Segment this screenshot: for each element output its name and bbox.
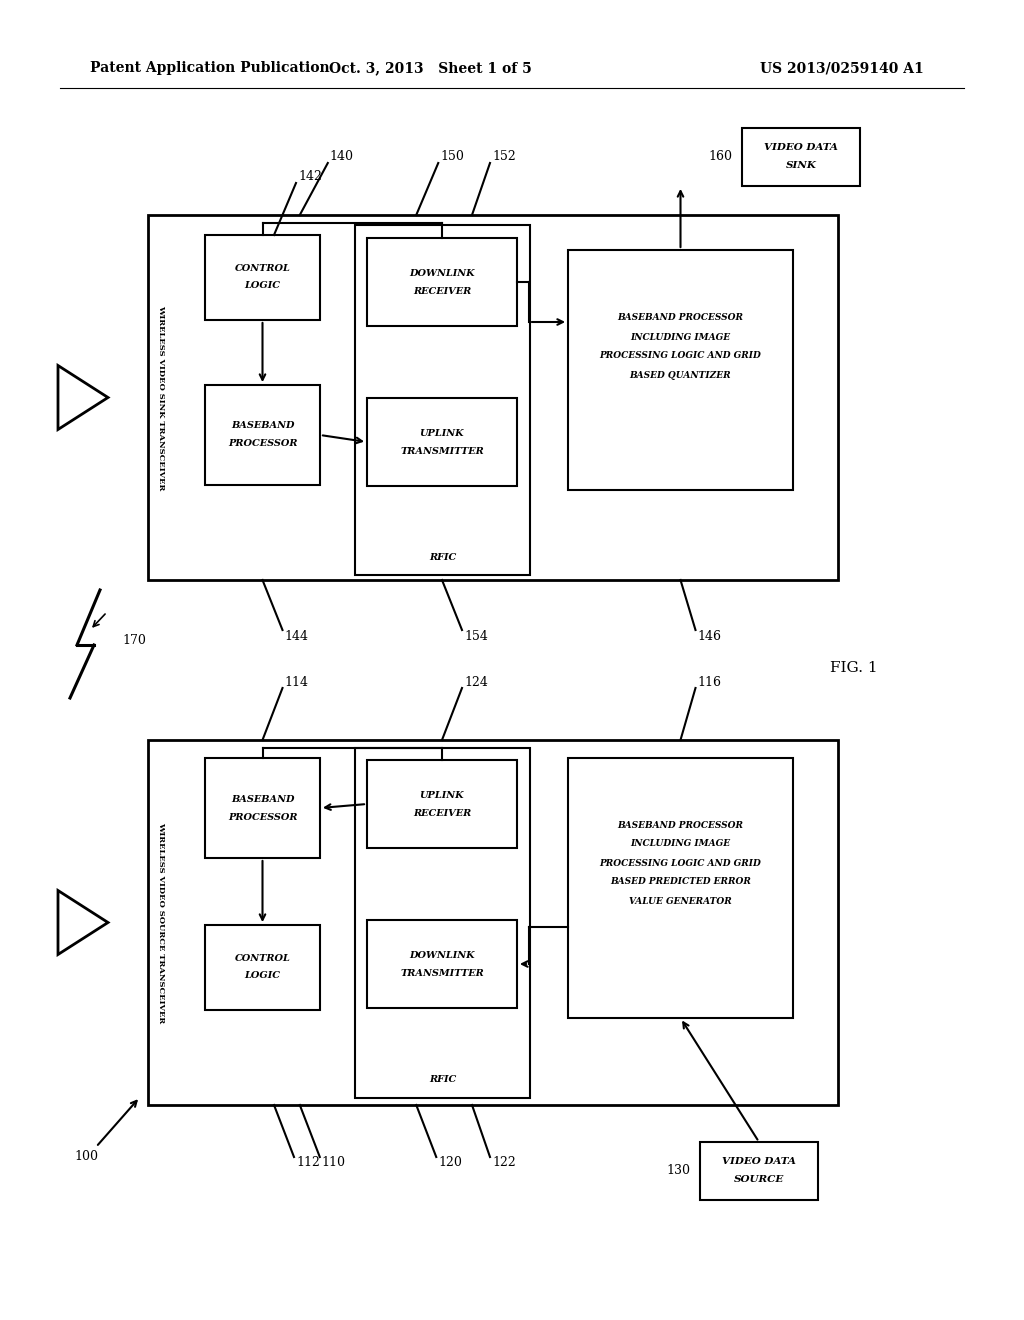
Text: 112: 112 (296, 1156, 319, 1170)
Text: 116: 116 (697, 676, 722, 689)
Text: 100: 100 (74, 1151, 98, 1163)
Text: RECEIVER: RECEIVER (413, 808, 471, 817)
Text: WIRELESS VIDEO SINK TRANSCEIVER: WIRELESS VIDEO SINK TRANSCEIVER (157, 305, 165, 490)
Text: Patent Application Publication: Patent Application Publication (90, 61, 330, 75)
Bar (367, 760, 517, 847)
Bar (205, 385, 319, 484)
Text: UPLINK: UPLINK (420, 429, 464, 437)
Text: PROCESSING LOGIC AND GRID: PROCESSING LOGIC AND GRID (600, 351, 762, 360)
Bar (355, 224, 530, 576)
Text: 114: 114 (285, 676, 308, 689)
Bar (568, 758, 793, 1018)
Text: WIRELESS VIDEO SOURCE TRANSCEIVER: WIRELESS VIDEO SOURCE TRANSCEIVER (157, 822, 165, 1023)
Text: 144: 144 (285, 630, 308, 643)
Text: 122: 122 (493, 1156, 516, 1170)
Text: PROCESSING LOGIC AND GRID: PROCESSING LOGIC AND GRID (600, 858, 762, 867)
Text: VIDEO DATA: VIDEO DATA (764, 144, 838, 153)
Text: BASED QUANTIZER: BASED QUANTIZER (630, 371, 731, 380)
Text: BASED PREDICTED ERROR: BASED PREDICTED ERROR (610, 878, 751, 887)
Text: 140: 140 (330, 150, 354, 164)
Text: BASEBAND PROCESSOR: BASEBAND PROCESSOR (617, 821, 743, 829)
Text: RFIC: RFIC (429, 1076, 456, 1085)
Bar (367, 399, 517, 486)
Text: SOURCE: SOURCE (734, 1176, 784, 1184)
Text: BASEBAND: BASEBAND (230, 421, 294, 430)
Text: VALUE GENERATOR: VALUE GENERATOR (629, 898, 732, 907)
Bar (148, 741, 838, 1105)
Text: CONTROL: CONTROL (234, 954, 291, 964)
Text: 120: 120 (438, 1156, 462, 1170)
Bar (367, 920, 517, 1008)
Text: CONTROL: CONTROL (234, 264, 291, 273)
Text: 170: 170 (122, 634, 146, 647)
Text: 130: 130 (666, 1164, 690, 1177)
Text: 160: 160 (708, 150, 732, 164)
Bar (355, 748, 530, 1098)
Text: BASEBAND PROCESSOR: BASEBAND PROCESSOR (617, 314, 743, 322)
Text: RECEIVER: RECEIVER (413, 286, 471, 296)
Text: DOWNLINK: DOWNLINK (410, 950, 475, 960)
Text: INCLUDING IMAGE: INCLUDING IMAGE (631, 840, 730, 849)
Text: 150: 150 (440, 150, 464, 164)
Bar (568, 249, 793, 490)
Text: BASEBAND: BASEBAND (230, 795, 294, 804)
Text: 146: 146 (697, 630, 722, 643)
Text: DOWNLINK: DOWNLINK (410, 268, 475, 277)
Bar (742, 128, 860, 186)
Text: UPLINK: UPLINK (420, 791, 464, 800)
Text: 142: 142 (298, 170, 322, 183)
Bar (205, 925, 319, 1010)
Text: 154: 154 (464, 630, 488, 643)
Bar (205, 235, 319, 319)
Text: VIDEO DATA: VIDEO DATA (722, 1158, 796, 1167)
Text: Oct. 3, 2013   Sheet 1 of 5: Oct. 3, 2013 Sheet 1 of 5 (329, 61, 531, 75)
Text: 110: 110 (322, 1156, 346, 1170)
Text: PROCESSOR: PROCESSOR (227, 440, 297, 449)
Text: TRANSMITTER: TRANSMITTER (400, 446, 484, 455)
Text: SINK: SINK (785, 161, 816, 170)
Text: FIG. 1: FIG. 1 (830, 661, 878, 675)
Bar (148, 215, 838, 579)
Text: RFIC: RFIC (429, 553, 456, 561)
Bar (367, 238, 517, 326)
Text: LOGIC: LOGIC (245, 972, 281, 979)
Text: 152: 152 (493, 150, 516, 164)
Text: US 2013/0259140 A1: US 2013/0259140 A1 (760, 61, 924, 75)
Bar (700, 1142, 818, 1200)
Text: INCLUDING IMAGE: INCLUDING IMAGE (631, 333, 730, 342)
Text: 124: 124 (464, 676, 488, 689)
Text: LOGIC: LOGIC (245, 281, 281, 290)
Bar (205, 758, 319, 858)
Text: TRANSMITTER: TRANSMITTER (400, 969, 484, 978)
Text: PROCESSOR: PROCESSOR (227, 813, 297, 821)
